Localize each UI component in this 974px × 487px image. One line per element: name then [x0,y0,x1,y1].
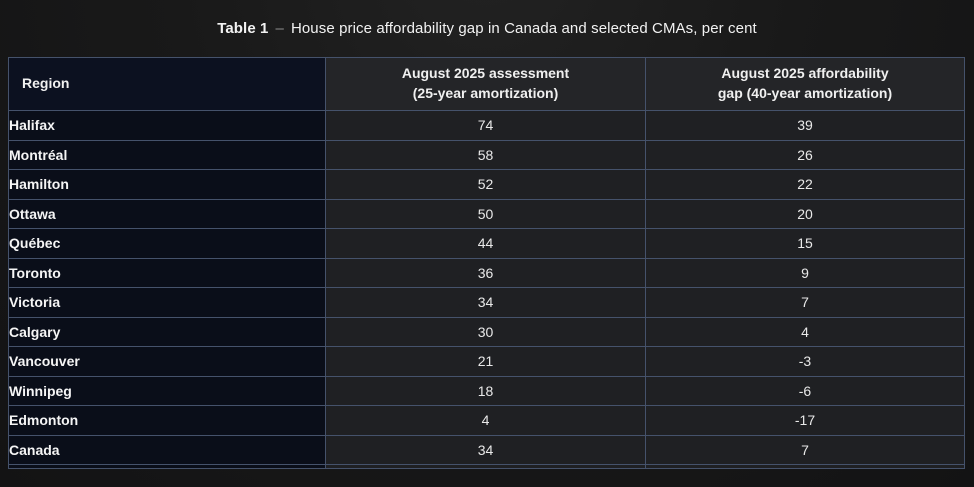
gap-cell: 39 [645,110,965,141]
table-row: Canada 34 7 [8,434,965,465]
assessment-cell: 30 [325,316,646,347]
gap-cell: 26 [645,139,965,170]
gap-cell: 15 [645,228,965,259]
assessment-cell: 34 [325,287,646,318]
region-cell: Québec [8,228,326,259]
region-cell: Halifax [8,110,326,141]
table-title: Table 1 – House price affordability gap … [0,0,974,57]
table-header-row: Region August 2025 assessment (25-year a… [8,57,965,111]
assessment-cell: 44 [325,228,646,259]
table-row: Vancouver 21 -3 [8,346,965,377]
region-cell [8,464,326,469]
assessment-cell: 52 [325,169,646,200]
assessment-cell: 74 [325,110,646,141]
table-row: Ottawa 50 20 [8,198,965,229]
table-title-separator: – [275,20,284,37]
gap-cell: 4 [645,316,965,347]
region-cell: Winnipeg [8,375,326,406]
gap-cell: 22 [645,169,965,200]
region-cell: Vancouver [8,346,326,377]
table-row: Edmonton 4 -17 [8,405,965,436]
assessment-cell: 50 [325,198,646,229]
gap-cell [645,464,965,469]
column-header-region: Region [8,57,326,111]
table-row: Winnipeg 18 -6 [8,375,965,406]
assessment-cell: 4 [325,405,646,436]
table-row-partial [8,464,965,469]
table-row: Hamilton 52 22 [8,169,965,200]
table-row: Calgary 30 4 [8,316,965,347]
table-title-label: Table 1 [217,20,269,37]
region-cell: Toronto [8,257,326,288]
assessment-cell: 34 [325,434,646,465]
affordability-table: Region August 2025 assessment (25-year a… [8,57,965,469]
table-row: Québec 44 15 [8,228,965,259]
column-header-gap: August 2025 affordability gap (40-year a… [645,57,965,111]
gap-cell: -17 [645,405,965,436]
region-cell: Canada [8,434,326,465]
region-cell: Calgary [8,316,326,347]
gap-cell: -6 [645,375,965,406]
table-row: Montréal 58 26 [8,139,965,170]
table-row: Toronto 36 9 [8,257,965,288]
gap-cell: -3 [645,346,965,377]
table-title-text: House price affordability gap in Canada … [290,20,757,37]
assessment-cell: 36 [325,257,646,288]
assessment-cell [325,464,646,469]
gap-cell: 7 [645,434,965,465]
gap-cell: 7 [645,287,965,318]
assessment-cell: 21 [325,346,646,377]
assessment-cell: 58 [325,139,646,170]
column-header-assessment: August 2025 assessment (25-year amortiza… [325,57,646,111]
region-cell: Montréal [8,139,326,170]
region-cell: Ottawa [8,198,326,229]
table-row: Halifax 74 39 [8,110,965,141]
region-cell: Hamilton [8,169,326,200]
assessment-cell: 18 [325,375,646,406]
table-row: Victoria 34 7 [8,287,965,318]
region-cell: Victoria [8,287,326,318]
region-cell: Edmonton [8,405,326,436]
gap-cell: 20 [645,198,965,229]
gap-cell: 9 [645,257,965,288]
